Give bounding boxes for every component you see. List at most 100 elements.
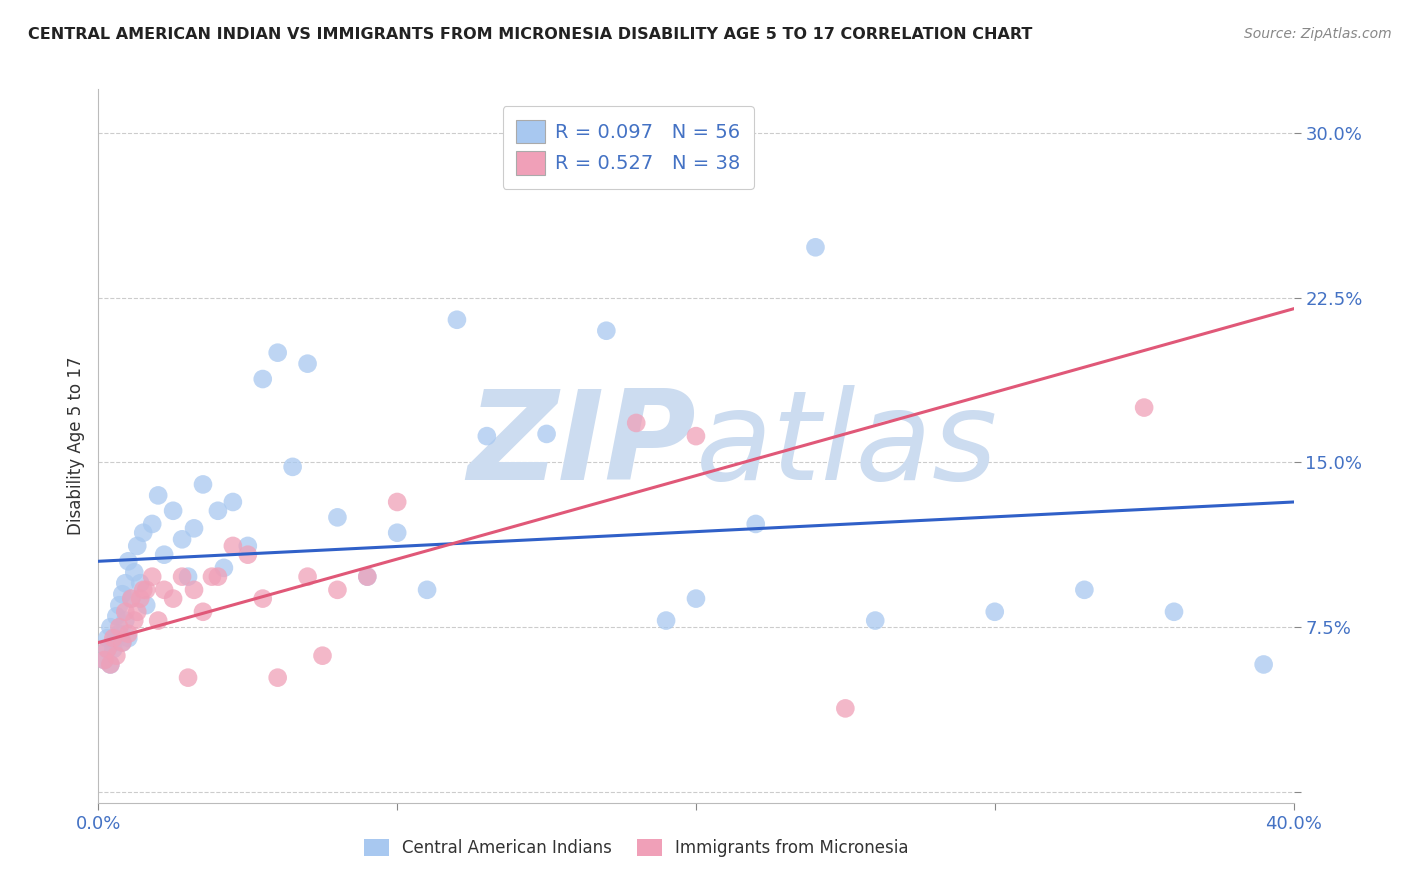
Point (162, 504, 184, 518)
Legend: Central American Indians, Immigrants from Micronesia: Central American Indians, Immigrants fro… (356, 831, 917, 866)
Point (135, 582, 157, 597)
Point (129, 576, 152, 591)
Point (297, 569, 319, 583)
Point (356, 569, 378, 583)
Point (1253, 657, 1275, 672)
Point (201, 569, 224, 583)
Point (191, 605, 214, 619)
Point (114, 614, 136, 628)
Point (655, 614, 678, 628)
Point (536, 426, 558, 441)
Point (105, 609, 128, 624)
Point (103, 642, 125, 657)
Point (745, 516, 768, 531)
Point (834, 701, 856, 715)
Point (111, 587, 134, 601)
Point (153, 582, 176, 597)
Point (207, 504, 229, 518)
Point (624, 416, 647, 430)
Point (98, 657, 122, 672)
Point (595, 324, 617, 338)
Point (103, 631, 125, 645)
Point (153, 548, 176, 562)
Point (865, 614, 887, 628)
Point (124, 614, 146, 628)
Point (132, 525, 155, 540)
Point (114, 605, 136, 619)
Point (212, 561, 235, 575)
Point (326, 582, 349, 597)
Point (127, 539, 149, 553)
Point (326, 510, 349, 524)
Point (103, 635, 125, 649)
Point (96, 631, 118, 645)
Point (685, 429, 707, 443)
Point (1133, 401, 1156, 415)
Point (983, 605, 1005, 619)
Point (141, 516, 163, 531)
Point (183, 582, 205, 597)
Point (114, 576, 136, 591)
Point (252, 372, 274, 386)
Text: ZIP: ZIP (467, 385, 696, 507)
Point (267, 345, 290, 359)
Point (117, 631, 139, 645)
Point (111, 635, 134, 649)
Point (1163, 605, 1185, 619)
Point (475, 429, 498, 443)
Point (236, 548, 259, 562)
Text: CENTRAL AMERICAN INDIAN VS IMMIGRANTS FROM MICRONESIA DISABILITY AGE 5 TO 17 COR: CENTRAL AMERICAN INDIAN VS IMMIGRANTS FR… (28, 27, 1032, 42)
Point (108, 626, 131, 640)
Point (172, 533, 194, 547)
Point (108, 620, 131, 634)
Point (127, 605, 149, 619)
Point (117, 626, 139, 640)
Point (120, 591, 142, 606)
Point (98, 657, 122, 672)
Point (446, 312, 468, 326)
Point (252, 591, 274, 606)
Point (222, 539, 245, 553)
Point (148, 614, 170, 628)
Point (311, 648, 333, 663)
Point (356, 569, 378, 583)
Point (191, 477, 214, 491)
Point (177, 671, 200, 685)
Point (281, 459, 304, 474)
Point (124, 566, 146, 580)
Point (385, 525, 409, 540)
Point (385, 495, 409, 509)
Point (98, 620, 122, 634)
Point (416, 582, 439, 597)
Point (120, 591, 142, 606)
Point (93, 653, 115, 667)
Point (132, 582, 155, 597)
Point (129, 591, 152, 606)
Point (141, 569, 163, 583)
Point (267, 671, 290, 685)
Point (297, 357, 319, 371)
Point (96, 642, 118, 657)
Point (222, 495, 245, 509)
Point (148, 488, 170, 502)
Y-axis label: Disability Age 5 to 17: Disability Age 5 to 17 (66, 357, 84, 535)
Point (108, 598, 131, 612)
Point (804, 240, 827, 254)
Point (135, 598, 157, 612)
Text: Source: ZipAtlas.com: Source: ZipAtlas.com (1244, 27, 1392, 41)
Point (236, 539, 259, 553)
Point (105, 648, 128, 663)
Point (172, 569, 194, 583)
Point (685, 591, 707, 606)
Point (111, 635, 134, 649)
Point (177, 569, 200, 583)
Point (162, 591, 184, 606)
Point (1073, 582, 1095, 597)
Point (96, 642, 118, 657)
Point (93, 653, 115, 667)
Point (183, 521, 205, 535)
Point (117, 554, 139, 568)
Point (105, 631, 128, 645)
Point (207, 569, 229, 583)
Text: atlas: atlas (696, 385, 998, 507)
